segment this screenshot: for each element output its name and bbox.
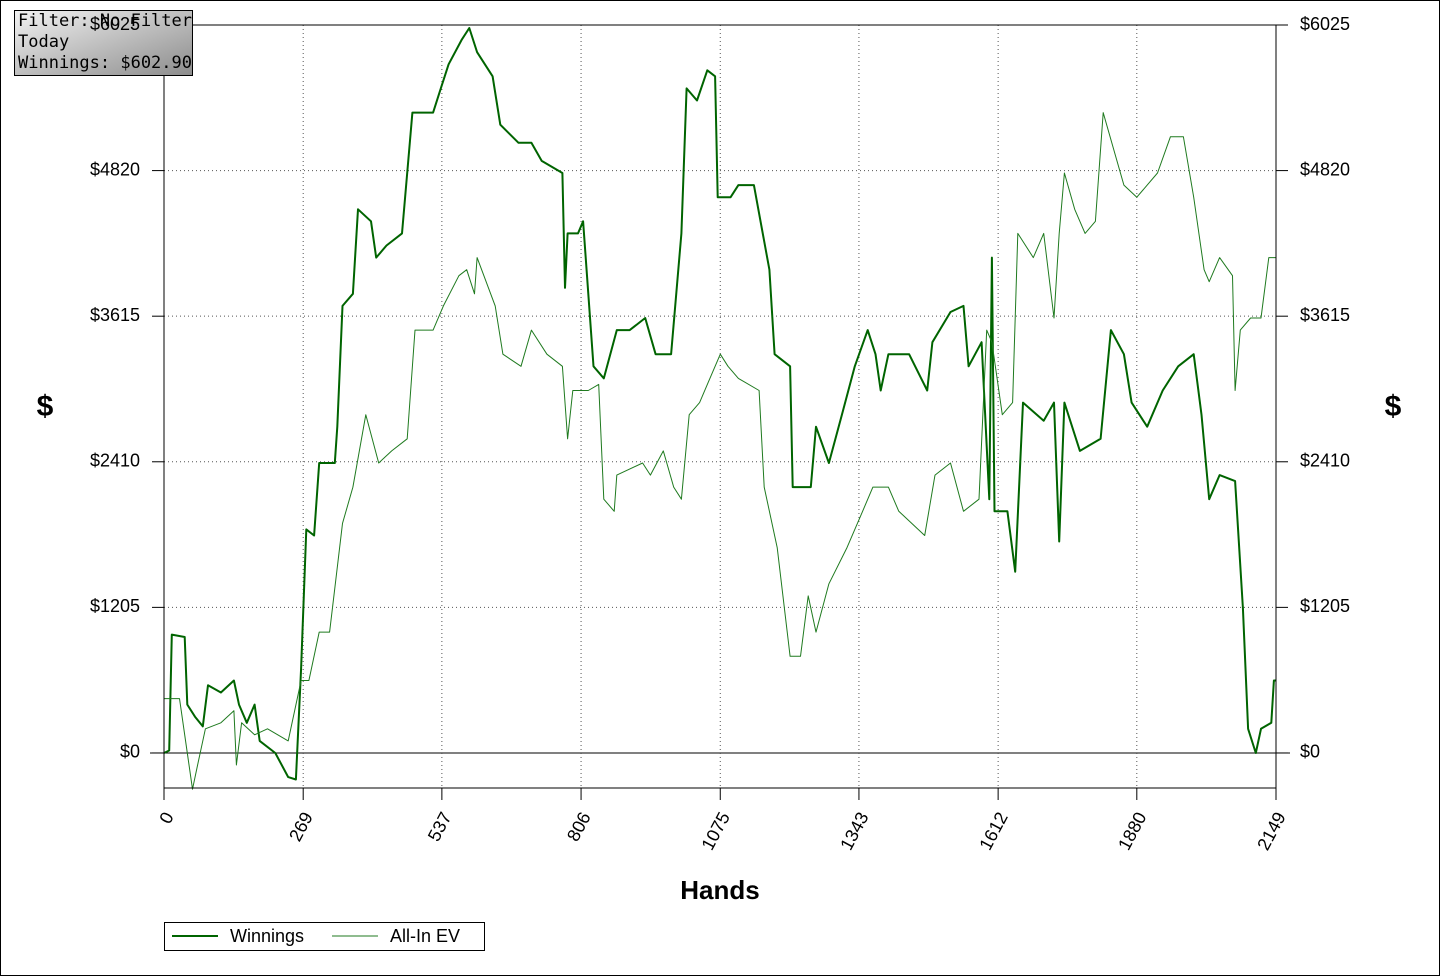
y2-axis-label: $	[1385, 390, 1402, 423]
info-line: Winnings: $602.90	[18, 53, 192, 73]
plot-frame	[163, 24, 1277, 789]
y-tick-label: $0	[120, 742, 140, 762]
info-box-bg	[14, 10, 193, 76]
y-tick-label: $2410	[90, 451, 140, 471]
series-line	[163, 27, 1276, 781]
legend: Winnings All-In EV	[164, 922, 485, 951]
y2-tick-label: $1205	[1300, 596, 1350, 616]
x-axis-label: Hands	[680, 875, 759, 905]
legend-label: Winnings	[230, 926, 304, 946]
y2-tick-label: $6025	[1300, 14, 1350, 34]
info-line: Today	[18, 32, 69, 52]
y2-tick-label: $0	[1300, 742, 1320, 762]
info-box: Filter: No Filter Today Winnings: $602.9…	[14, 10, 193, 76]
info-line: Filter: No Filter	[18, 11, 192, 31]
y2-tick-label: $4820	[1300, 159, 1350, 179]
y-tick-label: $3615	[90, 305, 140, 325]
y-tick-label: $1205	[90, 596, 140, 616]
legend-label: All-In EV	[390, 926, 460, 946]
y2-tick-label: $2410	[1300, 451, 1350, 471]
series-line	[164, 112, 1276, 790]
y-axis-label: $	[37, 390, 54, 423]
y2-tick-label: $3615	[1300, 305, 1350, 325]
y-tick-label: $4820	[90, 159, 140, 179]
y-tick-label: $6025	[90, 14, 140, 34]
